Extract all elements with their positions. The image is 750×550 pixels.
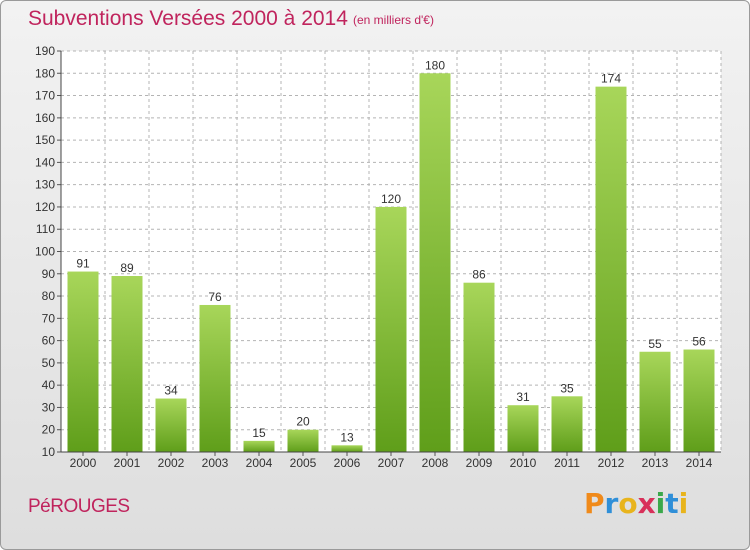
x-tick-label: 2003	[202, 456, 229, 470]
logo-letter: i	[655, 487, 666, 520]
logo-letter: P	[584, 487, 605, 520]
y-tick-label: 80	[42, 289, 56, 303]
x-tick-label: 2010	[510, 456, 537, 470]
y-tick-label: 60	[42, 334, 56, 348]
x-tick-label: 2013	[642, 456, 669, 470]
data-label: 86	[472, 268, 486, 282]
proxiti-logo: Proxiti	[584, 487, 694, 527]
y-tick-label: 170	[35, 89, 55, 103]
x-tick-label: 2014	[686, 456, 713, 470]
data-label: 20	[296, 415, 310, 429]
bar	[67, 271, 99, 452]
y-tick-label: 120	[35, 200, 55, 214]
y-tick-label: 90	[42, 267, 56, 281]
bar	[331, 445, 363, 452]
y-tick-label: 180	[35, 66, 55, 80]
chart-title: Subventions Versées 2000 à 2014	[28, 7, 348, 30]
bar	[243, 440, 275, 452]
data-label: 180	[425, 58, 445, 72]
y-tick-label: 100	[35, 245, 55, 259]
x-tick-label: 2012	[598, 456, 625, 470]
logo-letter: i	[678, 487, 689, 520]
data-label: 13	[340, 430, 354, 444]
y-tick-label: 40	[42, 378, 56, 392]
y-tick-label: 160	[35, 111, 55, 125]
x-tick-label: 2001	[114, 456, 141, 470]
y-tick-label: 150	[35, 133, 55, 147]
bar	[155, 398, 187, 452]
x-tick-label: 2002	[158, 456, 185, 470]
x-tick-label: 2006	[334, 456, 361, 470]
bar	[639, 351, 671, 452]
y-tick-label: 10	[42, 445, 56, 459]
y-tick-label: 20	[42, 423, 56, 437]
bar	[595, 86, 627, 453]
commune-name: PéROUGES	[28, 496, 130, 517]
logo-letter: t	[665, 487, 679, 520]
data-label: 89	[120, 261, 134, 275]
x-tick-label: 2011	[554, 456, 580, 470]
data-label: 55	[648, 337, 662, 351]
data-label: 15	[252, 426, 266, 440]
x-tick-label: 2007	[378, 456, 405, 470]
x-tick-label: 2004	[246, 456, 273, 470]
bar	[111, 276, 143, 452]
data-label: 31	[516, 390, 530, 404]
bar	[683, 349, 715, 452]
bar	[419, 73, 451, 453]
y-tick-label: 130	[35, 178, 55, 192]
x-tick-label: 2008	[422, 456, 449, 470]
y-tick-label: 110	[36, 222, 55, 236]
y-tick-label: 50	[42, 356, 56, 370]
data-label: 174	[601, 72, 621, 86]
logo-letter: x	[637, 487, 656, 520]
data-label: 91	[76, 257, 90, 271]
data-label: 120	[381, 192, 401, 206]
bar	[375, 206, 407, 452]
y-tick-label: 190	[35, 44, 55, 58]
x-tick-label: 2005	[290, 456, 317, 470]
chart-subtitle: (en milliers d'€)	[353, 13, 434, 27]
data-label: 35	[560, 381, 574, 395]
x-tick-label: 2009	[466, 456, 493, 470]
bar	[287, 429, 319, 452]
data-label: 34	[164, 384, 178, 398]
y-tick-label: 70	[42, 311, 56, 325]
bar	[551, 396, 583, 452]
bar	[199, 304, 231, 452]
data-label: 56	[692, 335, 706, 349]
bar	[463, 282, 495, 452]
y-tick-label: 140	[35, 155, 55, 169]
y-tick-label: 30	[42, 400, 56, 414]
logo-letter: o	[618, 487, 638, 520]
bar	[507, 405, 539, 452]
logo-letter: r	[604, 487, 619, 520]
data-label: 76	[208, 290, 222, 304]
x-tick-label: 2000	[70, 456, 97, 470]
